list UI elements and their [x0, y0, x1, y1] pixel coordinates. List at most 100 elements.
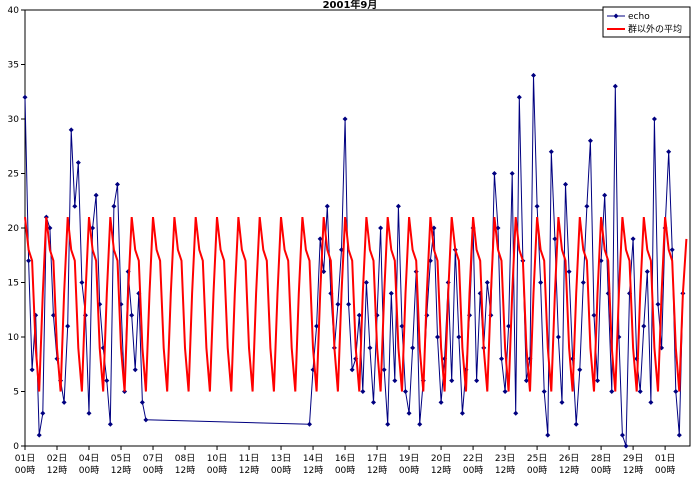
marker: [360, 389, 366, 394]
y-tick-label: 15: [8, 279, 19, 289]
x-tick-label: 01日 00時: [15, 453, 35, 476]
x-tick-label: 08日 12時: [175, 453, 195, 476]
marker: [346, 301, 352, 307]
marker: [410, 345, 416, 351]
legend-label: echo: [628, 12, 650, 22]
x-tick-label: 19日 00時: [399, 453, 419, 476]
marker: [595, 378, 601, 384]
y-tick-label: 5: [13, 388, 19, 398]
marker: [619, 432, 625, 438]
marker: [563, 181, 569, 187]
marker: [132, 367, 138, 373]
marker: [22, 94, 28, 100]
marker: [129, 312, 135, 318]
marker: [591, 312, 597, 318]
x-tick-label: 29日 12時: [623, 453, 643, 476]
marker: [609, 389, 615, 394]
marker: [75, 160, 81, 166]
marker: [506, 323, 512, 329]
marker: [655, 301, 661, 307]
marker: [666, 149, 672, 155]
marker: [545, 432, 551, 438]
marker: [513, 410, 519, 416]
x-tick-label: 23日 12時: [495, 453, 515, 476]
marker: [349, 367, 355, 373]
marker: [381, 367, 387, 373]
marker: [378, 225, 384, 231]
marker: [363, 280, 369, 285]
marker: [587, 138, 593, 144]
y-tick-label: 10: [8, 333, 20, 343]
marker: [406, 410, 412, 416]
x-tick-label: 16日 00時: [335, 453, 355, 476]
y-tick-label: 20: [8, 224, 20, 234]
marker: [555, 334, 561, 340]
marker: [459, 410, 465, 416]
x-tick-label: 11日 12時: [239, 453, 259, 476]
marker: [516, 94, 522, 100]
marker: [356, 312, 362, 318]
marker: [79, 280, 85, 285]
y-tick-label: 40: [8, 6, 20, 16]
chart-title: 2001年9月: [323, 0, 378, 11]
y-tick-label: 35: [8, 61, 19, 71]
marker: [306, 421, 312, 427]
marker: [93, 192, 99, 198]
x-tick-label: 01日 00時: [655, 453, 675, 476]
marker: [72, 203, 78, 209]
marker: [566, 269, 572, 275]
marker: [68, 127, 74, 133]
marker: [86, 410, 92, 416]
x-tick-label: 05日 12時: [111, 453, 131, 476]
marker: [26, 258, 32, 264]
x-tick-label: 02日 12時: [47, 453, 67, 476]
marker: [335, 301, 341, 307]
marker: [499, 356, 505, 362]
x-tick-label: 20日 12時: [431, 453, 451, 476]
marker: [417, 421, 423, 427]
marker: [403, 389, 409, 394]
marker: [523, 378, 529, 384]
marker: [538, 280, 544, 285]
marker: [644, 269, 650, 275]
x-tick-label: 17日 12時: [367, 453, 387, 476]
marker: [321, 269, 327, 275]
marker: [541, 389, 547, 394]
marker: [317, 236, 323, 242]
y-tick-label: 30: [8, 115, 20, 125]
marker: [534, 203, 540, 209]
marker: [641, 323, 647, 329]
marker: [559, 399, 565, 405]
marker: [139, 399, 145, 405]
marker: [623, 443, 629, 449]
marker: [509, 171, 515, 176]
marker: [29, 367, 35, 373]
marker: [314, 323, 320, 329]
marker: [484, 280, 490, 285]
marker: [577, 367, 583, 373]
marker: [602, 192, 608, 198]
marker: [143, 417, 149, 423]
marker: [669, 247, 675, 253]
marker: [491, 171, 497, 176]
x-tick-label: 22日 00時: [463, 453, 483, 476]
legend-marker: [613, 13, 619, 19]
x-tick-label: 10日 00時: [207, 453, 227, 476]
marker: [531, 72, 537, 78]
legend-label: 群以外の平均: [628, 23, 682, 35]
marker: [342, 116, 348, 122]
marker: [438, 399, 444, 405]
y-tick-label: 0: [13, 442, 19, 452]
marker: [573, 421, 579, 427]
marker: [36, 432, 42, 438]
x-tick-label: 13日 00時: [271, 453, 291, 476]
legend-box: [602, 6, 691, 38]
marker: [449, 378, 455, 384]
marker: [395, 203, 401, 209]
marker: [388, 290, 394, 296]
marker: [61, 399, 67, 405]
marker: [107, 421, 113, 427]
marker: [435, 334, 441, 340]
x-tick-label: 04日 00時: [79, 453, 99, 476]
